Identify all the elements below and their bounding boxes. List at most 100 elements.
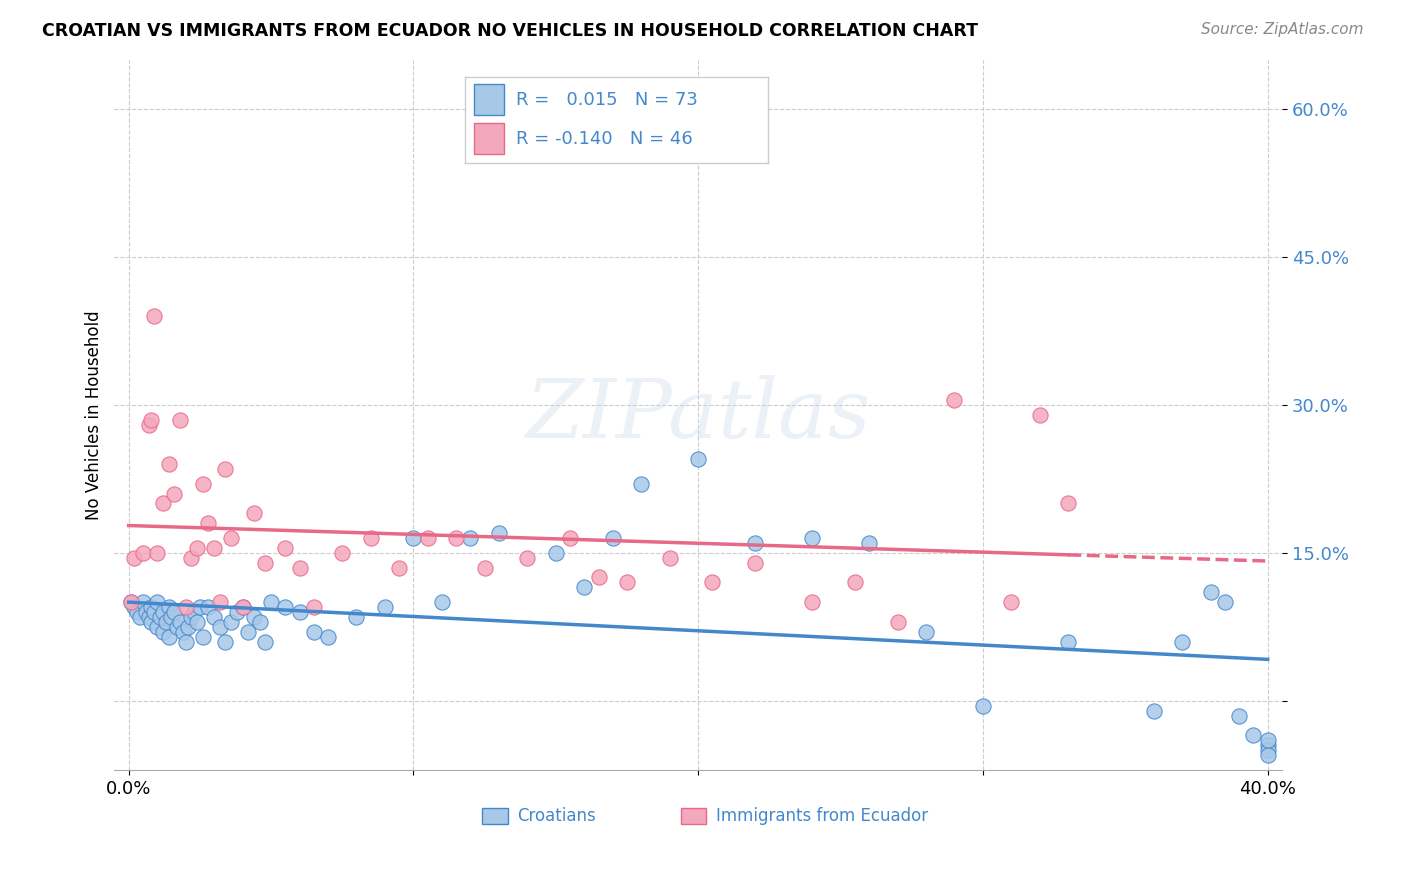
Point [157,630,180,644]
Point [214,462,236,476]
Point [602,531,624,545]
Point [1057,634,1080,648]
Point [488,526,510,541]
Point [249,615,271,629]
Point [516,550,538,565]
Point [124,550,146,565]
Point [254,634,277,648]
Point [801,595,824,609]
Point [1171,634,1194,648]
Point [1213,595,1236,609]
Point [149,610,172,624]
Point [155,615,177,629]
Point [214,634,236,648]
Point [360,531,382,545]
Point [138,417,160,432]
Point [169,615,191,629]
Point [129,610,152,624]
Point [915,624,938,639]
Point [146,620,169,634]
Point [163,486,186,500]
Point [1143,704,1166,718]
Point [402,531,425,545]
Point [197,516,219,531]
Point [243,507,266,521]
Point [197,600,219,615]
Point [202,541,225,555]
Point [191,630,214,644]
Point [132,546,155,560]
Point [146,595,169,609]
Point [801,531,824,545]
Point [302,624,325,639]
Point [474,560,496,574]
Point [186,615,208,629]
Point [1257,733,1279,747]
Point [1257,743,1279,757]
Point [288,605,311,619]
Point [588,570,610,584]
Point [180,550,202,565]
Point [138,610,160,624]
Point [152,496,174,510]
Point [243,610,266,624]
Point [124,600,146,615]
Text: Source: ZipAtlas.com: Source: ZipAtlas.com [1201,22,1364,37]
Point [260,595,283,609]
Point [152,605,174,619]
Point [943,392,966,407]
Point [658,550,681,565]
Point [274,541,297,555]
Point [1243,728,1265,742]
Point [844,575,866,590]
Point [180,610,202,624]
Point [1227,708,1250,723]
Point [744,536,766,550]
Point [208,595,231,609]
Point [574,580,596,594]
Point [544,546,567,560]
Point [1029,408,1052,422]
Point [143,605,166,619]
Point [444,531,467,545]
Point [141,615,163,629]
Point [186,541,208,555]
Point [232,600,254,615]
FancyBboxPatch shape [681,808,706,824]
Point [219,531,242,545]
Point [388,560,411,574]
Point [174,634,197,648]
Point [166,620,188,634]
Point [232,600,254,615]
Point [219,615,242,629]
Text: Croatians: Croatians [517,807,596,825]
Point [858,536,880,550]
Point [177,620,200,634]
Text: ZIPatlas: ZIPatlas [526,375,870,455]
Point [374,600,396,615]
Point [430,595,453,609]
Point [191,476,214,491]
Point [157,600,180,615]
Point [172,624,194,639]
Point [254,556,277,570]
Point [169,412,191,426]
Point [183,605,205,619]
Point [416,531,439,545]
Point [274,600,297,615]
Point [688,452,710,467]
Point [143,309,166,323]
Point [174,600,197,615]
Point [616,575,638,590]
Point [330,546,353,560]
Point [152,624,174,639]
Point [302,600,325,615]
Point [132,595,155,609]
Point [135,605,157,619]
Point [346,610,368,624]
Point [121,595,143,609]
Point [208,620,231,634]
Point [460,531,482,545]
Text: Immigrants from Ecuador: Immigrants from Ecuador [716,807,928,825]
Point [1257,738,1279,752]
